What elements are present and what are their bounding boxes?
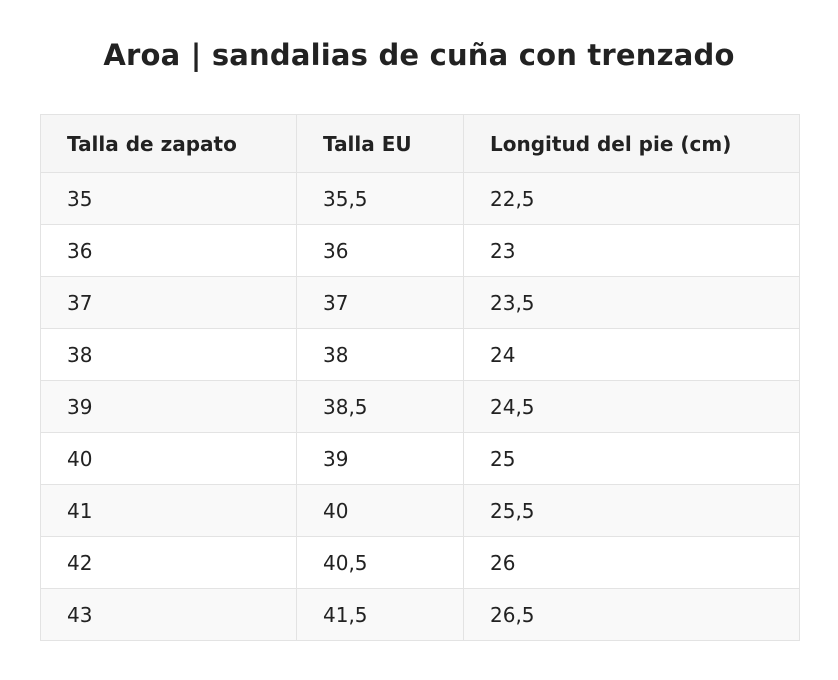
- cell-eu-size: 36: [296, 224, 464, 277]
- table-row: 43 41,5 26,5: [40, 588, 800, 641]
- size-chart-table: Talla de zapato Talla EU Longitud del pi…: [40, 114, 800, 641]
- cell-foot-length: 26,5: [463, 588, 800, 641]
- cell-shoe-size: 38: [40, 328, 297, 381]
- table-row: 39 38,5 24,5: [40, 380, 800, 433]
- cell-eu-size: 40: [296, 484, 464, 537]
- cell-shoe-size: 39: [40, 380, 297, 433]
- cell-eu-size: 39: [296, 432, 464, 485]
- cell-foot-length: 25,5: [463, 484, 800, 537]
- cell-foot-length: 26: [463, 536, 800, 589]
- cell-eu-size: 37: [296, 276, 464, 329]
- table-row: 40 39 25: [40, 432, 800, 485]
- table-row: 42 40,5 26: [40, 536, 800, 589]
- table-row: 37 37 23,5: [40, 276, 800, 329]
- cell-foot-length: 23,5: [463, 276, 800, 329]
- cell-shoe-size: 42: [40, 536, 297, 589]
- cell-shoe-size: 40: [40, 432, 297, 485]
- cell-shoe-size: 43: [40, 588, 297, 641]
- cell-eu-size: 38: [296, 328, 464, 381]
- table-row: 35 35,5 22,5: [40, 172, 800, 225]
- header-foot-length: Longitud del pie (cm): [463, 114, 800, 173]
- cell-eu-size: 38,5: [296, 380, 464, 433]
- cell-shoe-size: 37: [40, 276, 297, 329]
- page-title: Aroa | sandalias de cuña con trenzado: [103, 38, 735, 72]
- cell-shoe-size: 41: [40, 484, 297, 537]
- table-row: 41 40 25,5: [40, 484, 800, 537]
- header-eu-size: Talla EU: [296, 114, 464, 173]
- header-shoe-size: Talla de zapato: [40, 114, 297, 173]
- table-row: 36 36 23: [40, 224, 800, 277]
- cell-shoe-size: 35: [40, 172, 297, 225]
- cell-eu-size: 40,5: [296, 536, 464, 589]
- cell-foot-length: 24: [463, 328, 800, 381]
- cell-eu-size: 35,5: [296, 172, 464, 225]
- cell-foot-length: 23: [463, 224, 800, 277]
- table-header-row: Talla de zapato Talla EU Longitud del pi…: [40, 114, 800, 173]
- cell-foot-length: 24,5: [463, 380, 800, 433]
- cell-foot-length: 25: [463, 432, 800, 485]
- cell-eu-size: 41,5: [296, 588, 464, 641]
- table-row: 38 38 24: [40, 328, 800, 381]
- cell-foot-length: 22,5: [463, 172, 800, 225]
- cell-shoe-size: 36: [40, 224, 297, 277]
